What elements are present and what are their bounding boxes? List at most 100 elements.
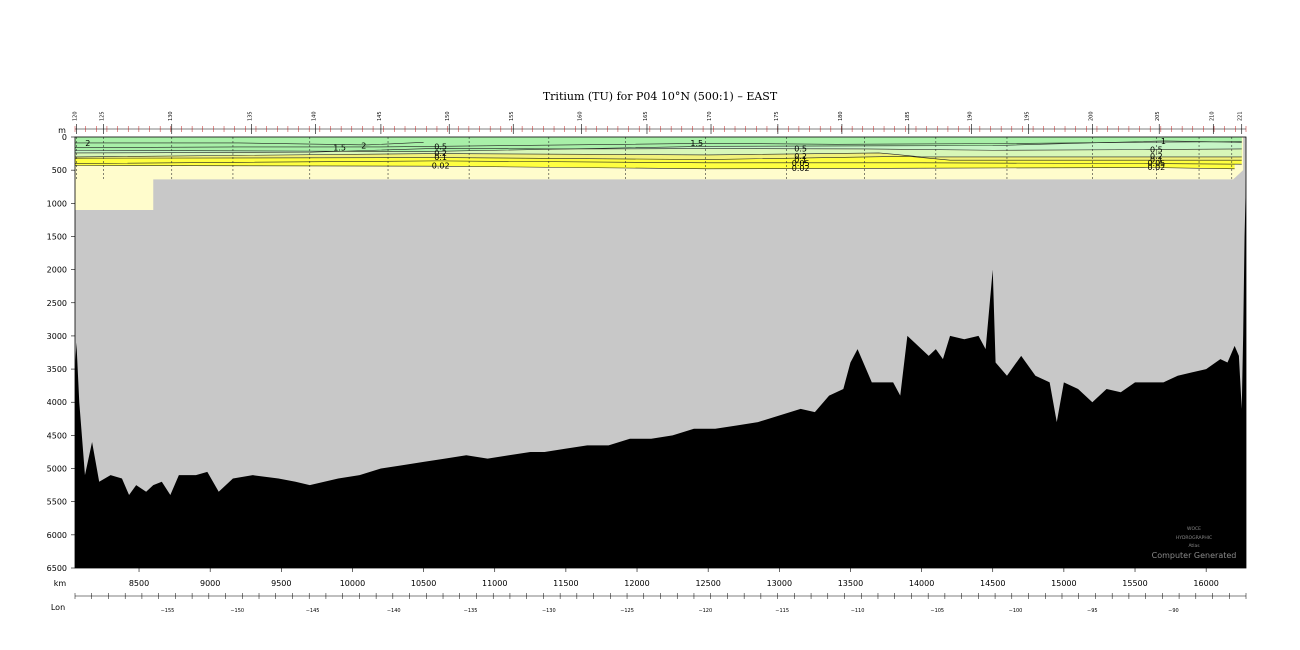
depth-tick-label: 500 bbox=[52, 166, 67, 175]
depth-tick-label: 2000 bbox=[47, 266, 67, 275]
distance-tick-label: 11000 bbox=[482, 579, 507, 588]
longitude-tick-label: −140 bbox=[387, 608, 401, 614]
contour-label-0_02: 0.02 bbox=[792, 164, 810, 173]
depth-tick-label: 5500 bbox=[47, 498, 67, 507]
distance-tick-label: 9000 bbox=[200, 579, 220, 588]
longitude-axis: Lon −155 −150 −145 −140 −135 −130 −125 −120 −115 −… bbox=[51, 593, 1247, 614]
distance-tick-label: 15000 bbox=[1051, 579, 1076, 588]
longitude-tick-label: −130 bbox=[542, 608, 556, 614]
contour-line-0_5 bbox=[74, 147, 1242, 154]
distance-tick-label: 14000 bbox=[909, 579, 934, 588]
watermark: WOCE HYDROGRAPHIC Atlas Computer Generat… bbox=[1152, 526, 1237, 560]
station-number: 165 bbox=[643, 111, 649, 121]
contour-line-2 bbox=[75, 142, 424, 146]
longitude-tick-label: −120 bbox=[698, 608, 712, 614]
station-number: 140 bbox=[311, 111, 317, 121]
longitude-tick-label: −135 bbox=[464, 608, 478, 614]
longitude-tick-label: −100 bbox=[1009, 608, 1023, 614]
distance-tick-label: 9500 bbox=[271, 579, 291, 588]
longitude-tick-label: −90 bbox=[1168, 608, 1179, 614]
contour-label-0_5: 0.5 bbox=[794, 145, 807, 154]
longitude-tick-label: −105 bbox=[930, 608, 944, 614]
plot-area: 1.51.52 210.5 0.5 0.50.2 0.2 0.20.1 0.1 0.10.05… bbox=[74, 136, 1247, 569]
station-number: 160 bbox=[578, 111, 584, 121]
station-number: 150 bbox=[445, 111, 451, 121]
contour-label-2: 2 bbox=[361, 142, 366, 151]
distance-tick-label: 10000 bbox=[340, 579, 365, 588]
longitude-tick-label: −150 bbox=[230, 608, 244, 614]
distance-tick-label: 15500 bbox=[1122, 579, 1147, 588]
depth-tick-label: 6500 bbox=[47, 564, 67, 573]
station-number: 125 bbox=[99, 111, 105, 121]
depth-tick-label: 6000 bbox=[47, 531, 67, 540]
depth-tick-label: 2500 bbox=[47, 299, 67, 308]
contour-label-0_02: 0.02 bbox=[432, 162, 450, 171]
distance-tick-label: 12500 bbox=[695, 579, 720, 588]
watermark-line2: HYDROGRAPHIC bbox=[1176, 535, 1212, 541]
station-ticks: 120 125 130 135 140 145 150 155 160 165 170 175 180 1… bbox=[72, 111, 1247, 134]
depth-axis: m0 500 1000 1500 2000 2500 3000 3500 4000 4500 500… bbox=[47, 126, 75, 573]
station-number: 190 bbox=[967, 111, 973, 121]
station-number: 120 bbox=[72, 111, 78, 121]
depth-tick-label: 3500 bbox=[47, 365, 67, 374]
watermark-line3: Atlas bbox=[1188, 543, 1200, 549]
station-number: 135 bbox=[247, 111, 253, 121]
contour-label-0_05: 0.05 bbox=[792, 159, 810, 168]
distance-tick-label: 13500 bbox=[838, 579, 863, 588]
distance-tick-label: 13000 bbox=[767, 579, 792, 588]
station-number: 195 bbox=[1024, 111, 1030, 121]
station-number: 221 bbox=[1238, 111, 1244, 121]
chart-title: Tritium (TU) for P04 10°N (500:1) – EAST bbox=[543, 90, 778, 103]
station-number: 180 bbox=[838, 111, 844, 121]
depth-tick-label: 0 bbox=[62, 133, 67, 142]
longitude-axis-label: Lon bbox=[51, 603, 65, 612]
station-number: 170 bbox=[707, 111, 713, 121]
depth-tick-label: 4000 bbox=[47, 398, 67, 407]
distance-tick-label: 12000 bbox=[624, 579, 649, 588]
contour-label-0_2: 0.2 bbox=[1150, 152, 1163, 161]
station-number: 185 bbox=[905, 111, 911, 121]
contour-line-0_02 bbox=[74, 165, 1235, 170]
contour-label-0_2: 0.2 bbox=[434, 149, 447, 158]
distance-tick-label: 8500 bbox=[129, 579, 149, 588]
distance-tick-label: 14500 bbox=[980, 579, 1005, 588]
contour-line-0_1 bbox=[74, 155, 1242, 161]
contour-label-1_5: 1.5 bbox=[333, 144, 346, 153]
contour-label-0_1: 0.1 bbox=[794, 156, 807, 165]
longitude-tick-label: −110 bbox=[851, 608, 865, 614]
contour-label-0_2: 0.2 bbox=[794, 152, 807, 161]
contour-line-0_2 bbox=[74, 152, 1242, 158]
longitude-tick-label: −95 bbox=[1087, 608, 1098, 614]
depth-tick-label: 1500 bbox=[47, 232, 67, 241]
longitude-tick-label: −145 bbox=[306, 608, 320, 614]
contour-line-0_05 bbox=[74, 160, 1242, 165]
station-number: 205 bbox=[1155, 111, 1161, 121]
contour-label-0_05: 0.05 bbox=[1147, 159, 1165, 168]
station-number: 210 bbox=[1209, 111, 1215, 121]
contour-label-1_5: 1.5 bbox=[690, 139, 703, 148]
band-above-1 bbox=[75, 137, 1242, 152]
station-number: 130 bbox=[168, 111, 174, 121]
station-number: 145 bbox=[377, 111, 383, 121]
depth-axis-unit: m bbox=[58, 126, 66, 135]
station-number: 175 bbox=[774, 111, 780, 121]
station-number: 155 bbox=[509, 111, 515, 121]
distance-axis-unit: km bbox=[54, 579, 67, 588]
longitude-tick-label: −155 bbox=[161, 608, 175, 614]
longitude-tick-label: −115 bbox=[775, 608, 789, 614]
ocean-bottom bbox=[75, 176, 1246, 569]
distance-tick-label: 16000 bbox=[1193, 579, 1218, 588]
contour-label-1: 1 bbox=[1161, 137, 1166, 146]
watermark-line4: Computer Generated bbox=[1152, 551, 1237, 560]
depth-tick-label: 1000 bbox=[47, 199, 67, 208]
station-number: 200 bbox=[1088, 111, 1094, 121]
contour-label-2: 2 bbox=[85, 139, 90, 148]
contour-line-1 bbox=[74, 140, 1242, 152]
contour-label-0_02: 0.02 bbox=[1147, 163, 1165, 172]
plot-frame bbox=[74, 136, 1247, 569]
depth-tick-label: 4500 bbox=[47, 431, 67, 440]
longitude-tick-label: −125 bbox=[620, 608, 634, 614]
distance-tick-label: 10500 bbox=[411, 579, 436, 588]
watermark-line1: WOCE bbox=[1187, 526, 1201, 532]
contour-label-0_5: 0.5 bbox=[434, 143, 447, 152]
